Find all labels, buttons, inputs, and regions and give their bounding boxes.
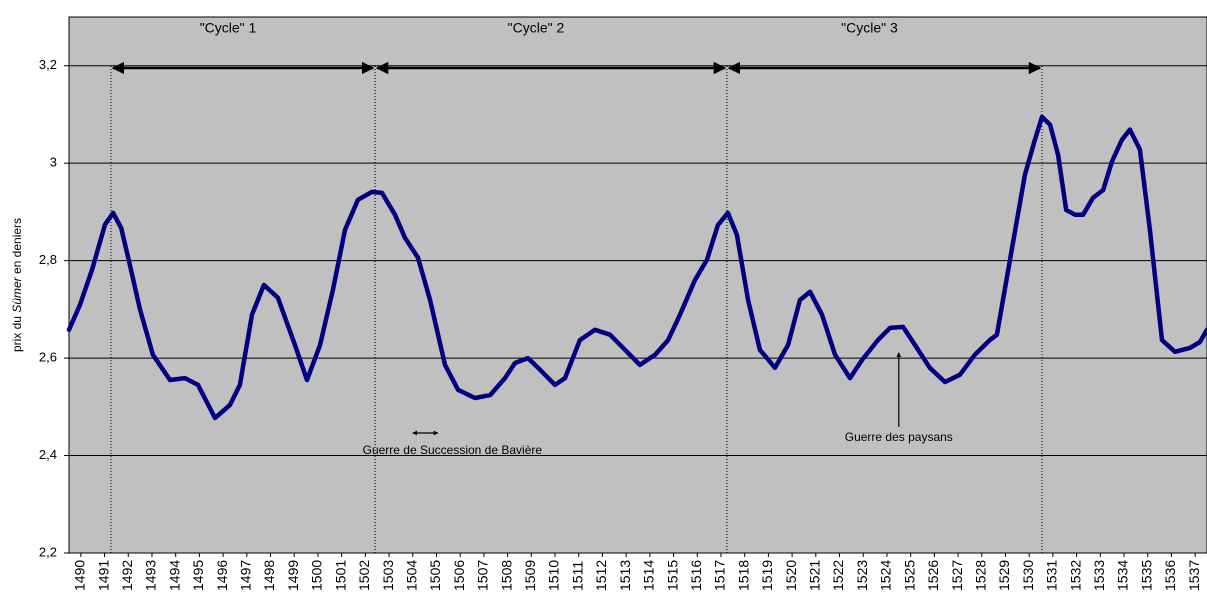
- x-tick-label: 1526: [925, 560, 941, 591]
- x-tick-label: 1498: [261, 560, 277, 591]
- x-tick-label: 1534: [1115, 560, 1131, 591]
- x-tick-label: 1530: [1020, 560, 1036, 591]
- x-tick-label: 1514: [641, 560, 657, 591]
- x-tick-label: 1515: [664, 560, 680, 591]
- x-tick-label: 1497: [238, 560, 254, 591]
- x-tick-label: 1491: [95, 560, 111, 591]
- x-tick-label: 1532: [1067, 560, 1083, 591]
- x-tick-label: 1492: [119, 560, 135, 591]
- y-label-part: prix du: [10, 313, 24, 352]
- x-tick-label: 1503: [380, 560, 396, 591]
- x-tick-label: 1500: [309, 560, 325, 591]
- x-tick-label: 1493: [143, 560, 159, 591]
- x-tick-label: 1496: [214, 560, 230, 591]
- x-tick-label: 1512: [593, 560, 609, 591]
- x-tick-label: 1536: [1162, 560, 1178, 591]
- x-tick-label: 1524: [878, 560, 894, 591]
- x-tick-label: 1531: [1044, 560, 1060, 591]
- x-tick-label: 1495: [190, 560, 206, 591]
- x-tick-label: 1501: [332, 560, 348, 591]
- annotation-text: Guerre des paysans: [845, 430, 953, 444]
- y-tick-label: 2,8: [39, 252, 57, 267]
- x-tick-label: 1502: [356, 560, 372, 591]
- x-tick-label: 1499: [285, 560, 301, 591]
- x-tick-label: 1537: [1186, 560, 1202, 591]
- x-tick-label: 1505: [427, 560, 443, 591]
- y-axis-label: prix du Sümer en deniers: [10, 218, 24, 352]
- x-tick-label: 1517: [712, 560, 728, 591]
- x-tick-label: 1504: [403, 560, 419, 591]
- x-tick-label: 1525: [901, 560, 917, 591]
- x-tick-label: 1522: [830, 560, 846, 591]
- y-label-part: Sümer: [10, 276, 24, 312]
- x-tick-label: 1527: [949, 560, 965, 591]
- x-tick-label: 1528: [972, 560, 988, 591]
- x-tick-label: 1521: [807, 560, 823, 591]
- cycle-label: "Cycle" 1: [200, 20, 257, 36]
- x-tick-label: 1513: [617, 560, 633, 591]
- cycle-label: "Cycle" 3: [841, 20, 898, 36]
- y-tick-label: 3: [50, 155, 57, 170]
- x-tick-label: 1520: [783, 560, 799, 591]
- x-tick-label: 1533: [1091, 560, 1107, 591]
- x-tick-label: 1523: [854, 560, 870, 591]
- x-tick-label: 1516: [688, 560, 704, 591]
- x-tick-label: 1508: [498, 560, 514, 591]
- y-tick-label: 3,2: [39, 57, 57, 72]
- x-tick-label: 1509: [522, 560, 538, 591]
- x-tick-label: 1511: [569, 561, 585, 591]
- y-tick-label: 2,2: [39, 544, 57, 559]
- cycle-label: "Cycle" 2: [508, 20, 565, 36]
- y-tick-label: 2,4: [39, 447, 57, 462]
- x-tick-label: 1494: [166, 560, 182, 591]
- plot-area: [68, 16, 1207, 554]
- x-tick-label: 1529: [996, 560, 1012, 591]
- y-label-part: en deniers: [10, 218, 24, 277]
- x-tick-label: 1510: [546, 560, 562, 591]
- x-tick-label: 1518: [735, 560, 751, 591]
- annotation-text: Guerre de Succession de Bavière: [363, 443, 543, 457]
- series-line: [66, 114, 1207, 421]
- x-tick-label: 1490: [72, 560, 88, 591]
- x-tick-label: 1507: [475, 560, 491, 591]
- x-tick-label: 1506: [451, 560, 467, 591]
- x-tick-label: 1535: [1138, 560, 1154, 591]
- y-tick-label: 2,6: [39, 350, 57, 365]
- x-tick-label: 1519: [759, 560, 775, 591]
